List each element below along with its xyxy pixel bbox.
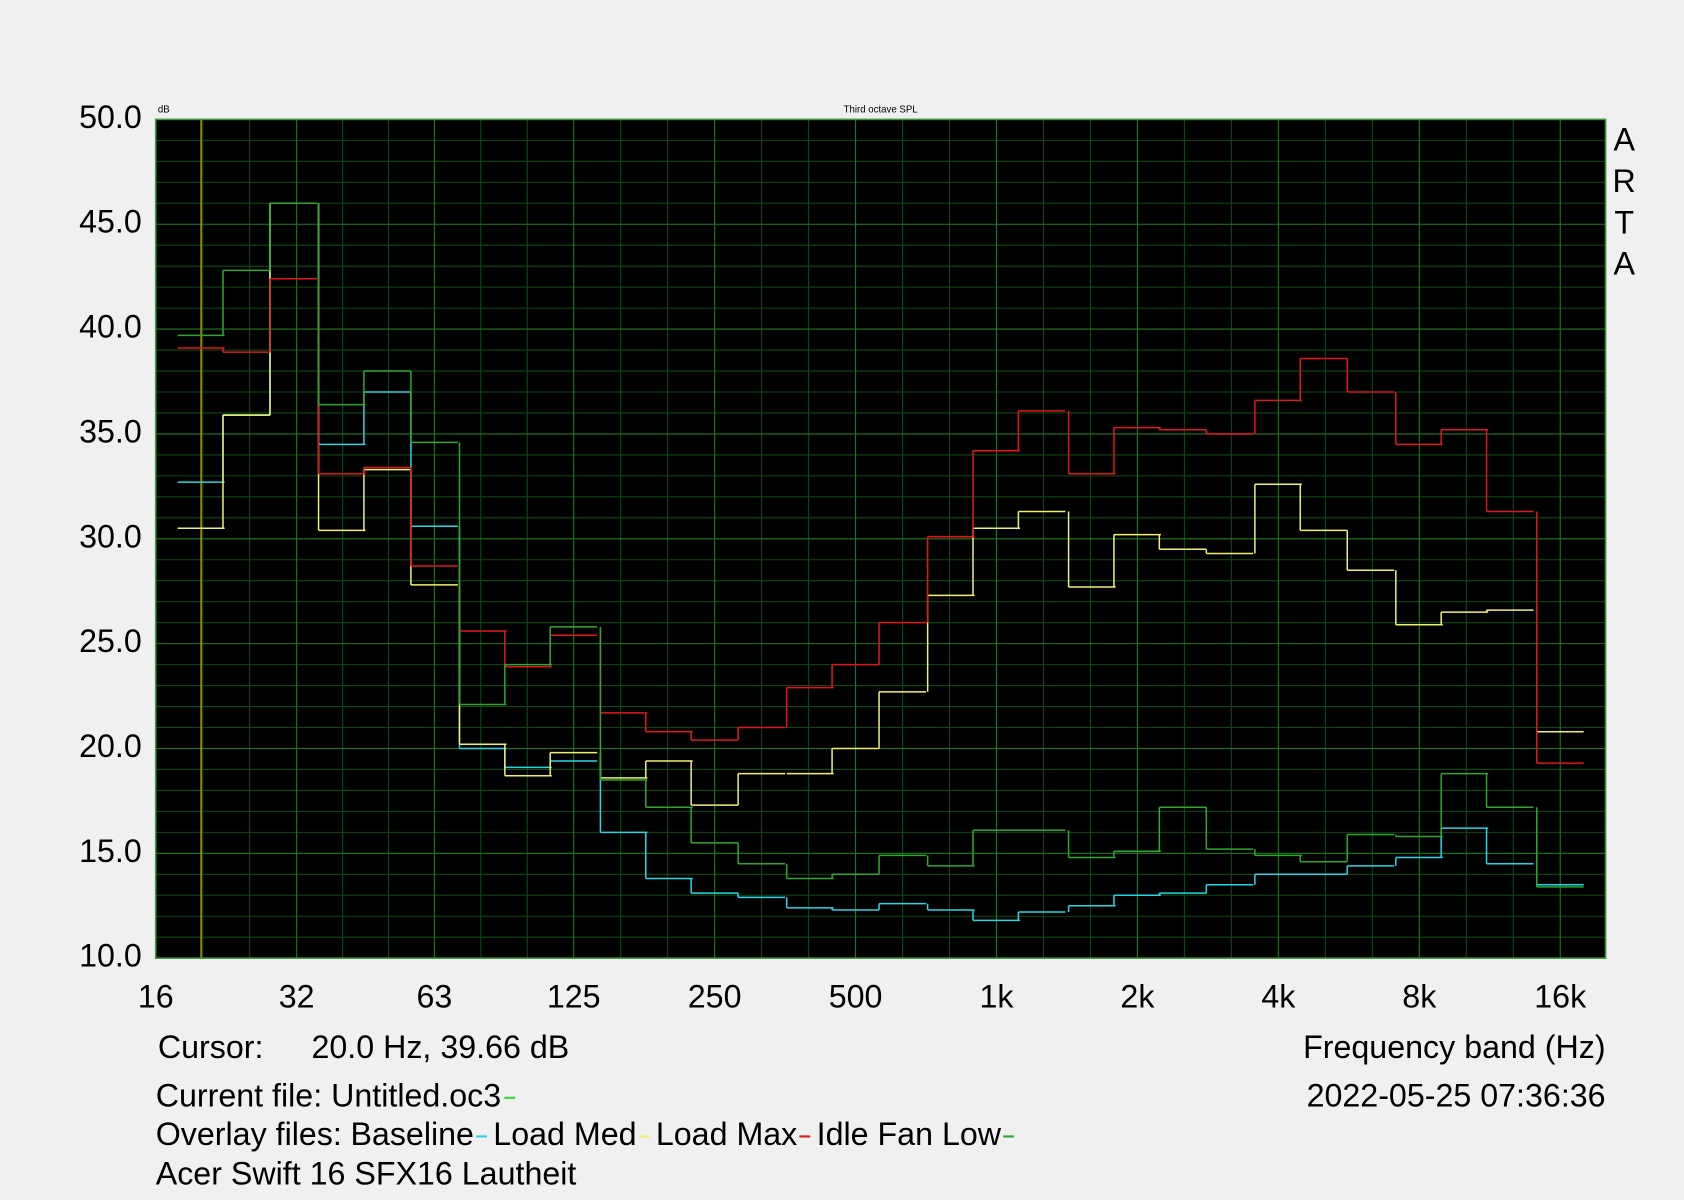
plot-border: [154, 118, 1607, 959]
legend-entry: Baseline: [350, 1116, 474, 1152]
legend-entry: Load Max: [656, 1116, 797, 1152]
cursor-text: 20.0 Hz, 39.66 dB: [311, 1029, 569, 1065]
caption: Acer Swift 16 SFX16 Lautheit: [156, 1156, 577, 1192]
chart-title: Third octave SPL: [844, 104, 919, 115]
y-tick-label: 35.0: [79, 413, 142, 449]
overlay-label: Overlay files:: [156, 1116, 342, 1152]
y-tick-label: 40.0: [79, 309, 142, 345]
y-tick-label: 30.0: [79, 518, 142, 554]
legend-entry: Load Med: [493, 1116, 636, 1152]
x-tick-label: 16k: [1534, 978, 1587, 1014]
x-tick-label: 63: [416, 978, 452, 1014]
series-line: [177, 202, 1584, 888]
cursor-label: Cursor:: [158, 1029, 264, 1065]
x-tick-label: 4k: [1261, 978, 1296, 1014]
side-label: ARTA: [1606, 122, 1642, 287]
x-tick-label: 16: [138, 978, 174, 1014]
y-unit: dB: [158, 104, 170, 115]
timestamp: 2022-05-25 07:36:36: [1307, 1077, 1606, 1113]
x-axis-label: Frequency band (Hz): [1303, 1029, 1606, 1065]
y-tick-label: 45.0: [79, 204, 142, 240]
y-tick-label: 20.0: [79, 728, 142, 764]
y-tick-label: 25.0: [79, 623, 142, 659]
x-tick-label: 250: [688, 978, 742, 1014]
y-tick-label: 50.0: [79, 99, 142, 135]
y-tick-label: 10.0: [79, 938, 142, 974]
x-tick-label: 1k: [979, 978, 1014, 1014]
x-tick-label: 32: [279, 978, 315, 1014]
y-tick-label: 15.0: [79, 833, 142, 869]
x-tick-label: 2k: [1120, 978, 1155, 1014]
legend-entry: Idle Fan Low: [817, 1116, 1002, 1152]
x-tick-label: 500: [829, 978, 883, 1014]
x-tick-label: 8k: [1402, 978, 1437, 1014]
grid: [155, 118, 1606, 959]
current-file: Current file: Untitled.oc3: [156, 1077, 501, 1113]
marks: [177, 119, 1584, 959]
x-tick-label: 125: [547, 978, 601, 1014]
